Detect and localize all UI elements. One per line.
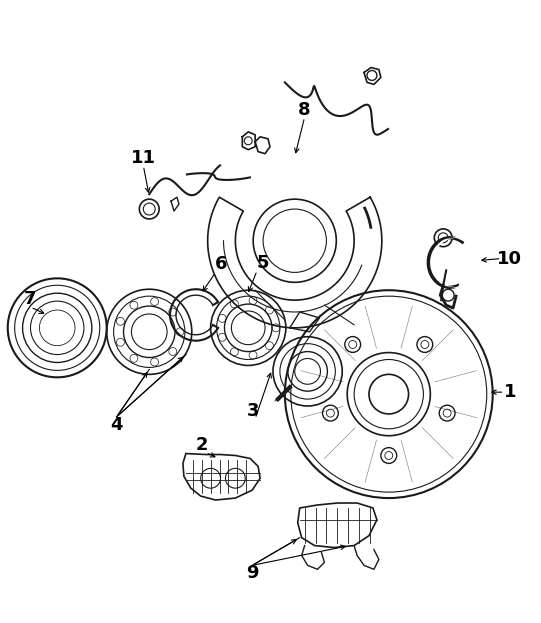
Text: 9: 9 [246, 564, 259, 583]
Text: 6: 6 [215, 255, 228, 273]
Text: 2: 2 [195, 435, 208, 454]
Text: 7: 7 [24, 290, 37, 308]
Text: 5: 5 [257, 254, 269, 272]
Text: 10: 10 [497, 250, 522, 267]
Text: 4: 4 [110, 416, 123, 434]
Text: 11: 11 [131, 149, 156, 166]
Text: 3: 3 [247, 402, 260, 420]
Text: 8: 8 [298, 101, 311, 119]
Text: 1: 1 [504, 383, 517, 401]
